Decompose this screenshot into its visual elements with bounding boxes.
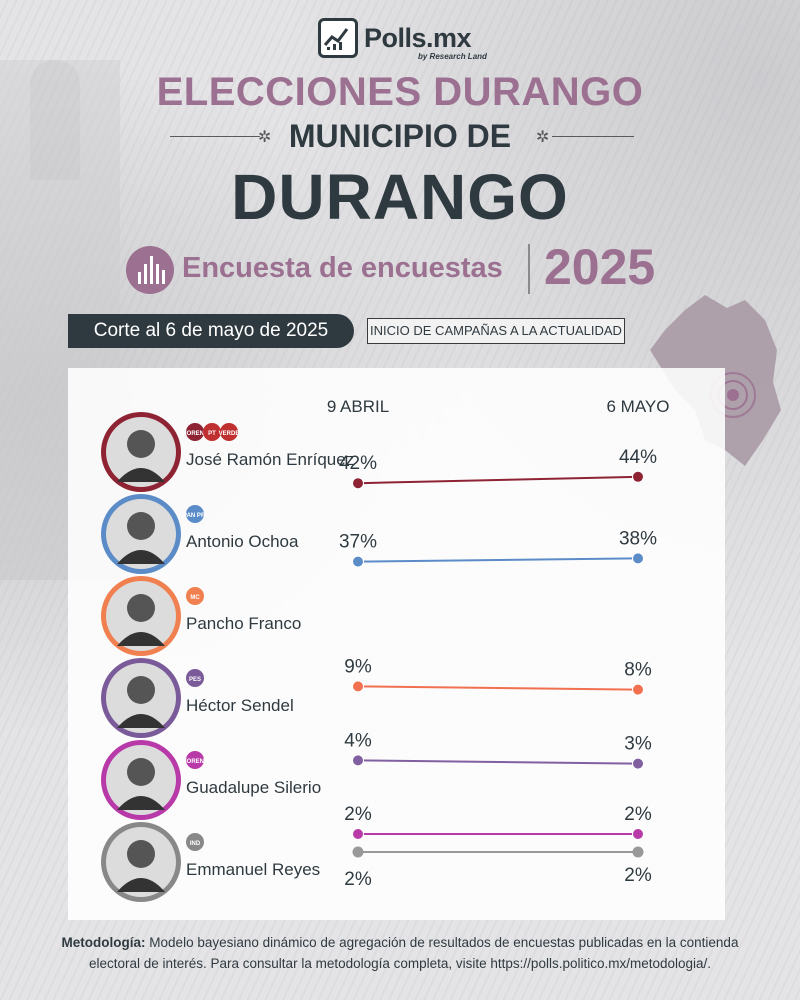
- x-tick-label: 6 MAYO: [607, 397, 670, 416]
- brand-logo: Polls.mx: [318, 18, 472, 58]
- data-label: 8%: [624, 660, 652, 681]
- data-point: [632, 846, 644, 858]
- page-title: ELECCIONES DURANGO: [156, 70, 644, 114]
- data-label: 2%: [344, 804, 372, 825]
- candidate-body: [117, 468, 165, 482]
- methodology-label: Metodología:: [61, 935, 146, 950]
- data-point: [632, 470, 644, 483]
- candidate-name: Héctor Sendel: [186, 696, 294, 715]
- series-line: [357, 759, 639, 765]
- party-badge-label: MORENA: [182, 431, 209, 437]
- party-badge: [186, 423, 204, 441]
- party-badge-label: PT: [208, 431, 216, 437]
- data-point: [632, 552, 644, 565]
- data-label: 2%: [344, 869, 372, 890]
- survey-label: Encuesta de encuestas: [182, 252, 503, 284]
- logo-chart-icon: [318, 18, 358, 58]
- data-label: 42%: [339, 453, 377, 474]
- data-point: [352, 680, 364, 693]
- candidate-head: [127, 758, 155, 786]
- candidate-body: [117, 878, 165, 892]
- municipality-title: DURANGO: [231, 161, 569, 233]
- data-label: 2%: [624, 804, 652, 825]
- data-label: 37%: [339, 532, 377, 553]
- party-badge-label: PAN PRI: [183, 513, 207, 519]
- x-tick-label: 9 ABRIL: [327, 397, 389, 416]
- candidate-body: [117, 796, 165, 810]
- data-point: [352, 555, 364, 568]
- data-point: [352, 828, 364, 840]
- candidate-name: Antonio Ochoa: [186, 532, 299, 551]
- data-label: 3%: [624, 734, 652, 755]
- bar-chart-icon: [126, 246, 174, 294]
- candidate-name: Guadalupe Silerio: [186, 778, 321, 797]
- party-badge: [220, 423, 238, 441]
- range-badge: INICIO DE CAMPAÑAS A LA ACTUALIDAD: [367, 318, 625, 344]
- data-point: [352, 754, 364, 767]
- party-badge-label: MORENA: [182, 759, 209, 765]
- series-line: [357, 475, 639, 485]
- page-subtitle: MUNICIPIO DE: [288, 118, 512, 154]
- party-badge: [203, 423, 221, 441]
- methodology-note: Metodología: Modelo bayesiano dinámico d…: [60, 932, 740, 974]
- vertical-divider: [528, 244, 530, 294]
- party-badge-label: PES: [189, 677, 201, 683]
- data-point: [632, 828, 644, 840]
- candidate-body: [117, 550, 165, 564]
- candidate-head: [127, 676, 155, 704]
- candidate-head: [127, 594, 155, 622]
- party-badge: [186, 751, 204, 769]
- brand-name: Polls.mx: [364, 22, 472, 53]
- party-badge: [186, 669, 204, 687]
- data-label: 9%: [344, 656, 372, 677]
- candidate-head: [127, 430, 155, 458]
- party-badge: [186, 505, 204, 523]
- sparkle-icon: ✲: [258, 129, 272, 146]
- series-line: [357, 557, 639, 563]
- data-point: [632, 683, 644, 696]
- candidate-name: Pancho Franco: [186, 614, 301, 633]
- party-badge-label: IND: [190, 841, 201, 847]
- data-point: [352, 846, 364, 858]
- data-label: 44%: [619, 447, 657, 468]
- party-badge-label: VERDE: [219, 431, 240, 437]
- party-badge: [186, 587, 204, 605]
- party-badge: [186, 833, 204, 851]
- divider-left: [170, 136, 260, 137]
- candidate-name: Emmanuel Reyes: [186, 860, 320, 879]
- candidate-head: [127, 512, 155, 540]
- candidate-body: [117, 714, 165, 728]
- data-point: [632, 757, 644, 770]
- sparkle-icon: ✲: [536, 129, 550, 146]
- data-point: [352, 477, 364, 490]
- cutoff-badge: Corte al 6 de mayo de 2025: [68, 314, 354, 348]
- divider-right: [552, 136, 634, 137]
- candidate-name: José Ramón Enríquez: [186, 450, 354, 469]
- party-badge-label: MC: [190, 595, 200, 601]
- year: 2025: [544, 239, 656, 295]
- data-label: 2%: [624, 865, 652, 886]
- data-label: 4%: [344, 730, 372, 751]
- candidate-head: [127, 840, 155, 868]
- brand-sub: by Research Land: [418, 52, 487, 61]
- methodology-text: Modelo bayesiano dinámico de agregación …: [88, 935, 739, 971]
- data-label: 38%: [619, 528, 657, 549]
- candidate-body: [117, 632, 165, 646]
- series-line: [357, 685, 639, 691]
